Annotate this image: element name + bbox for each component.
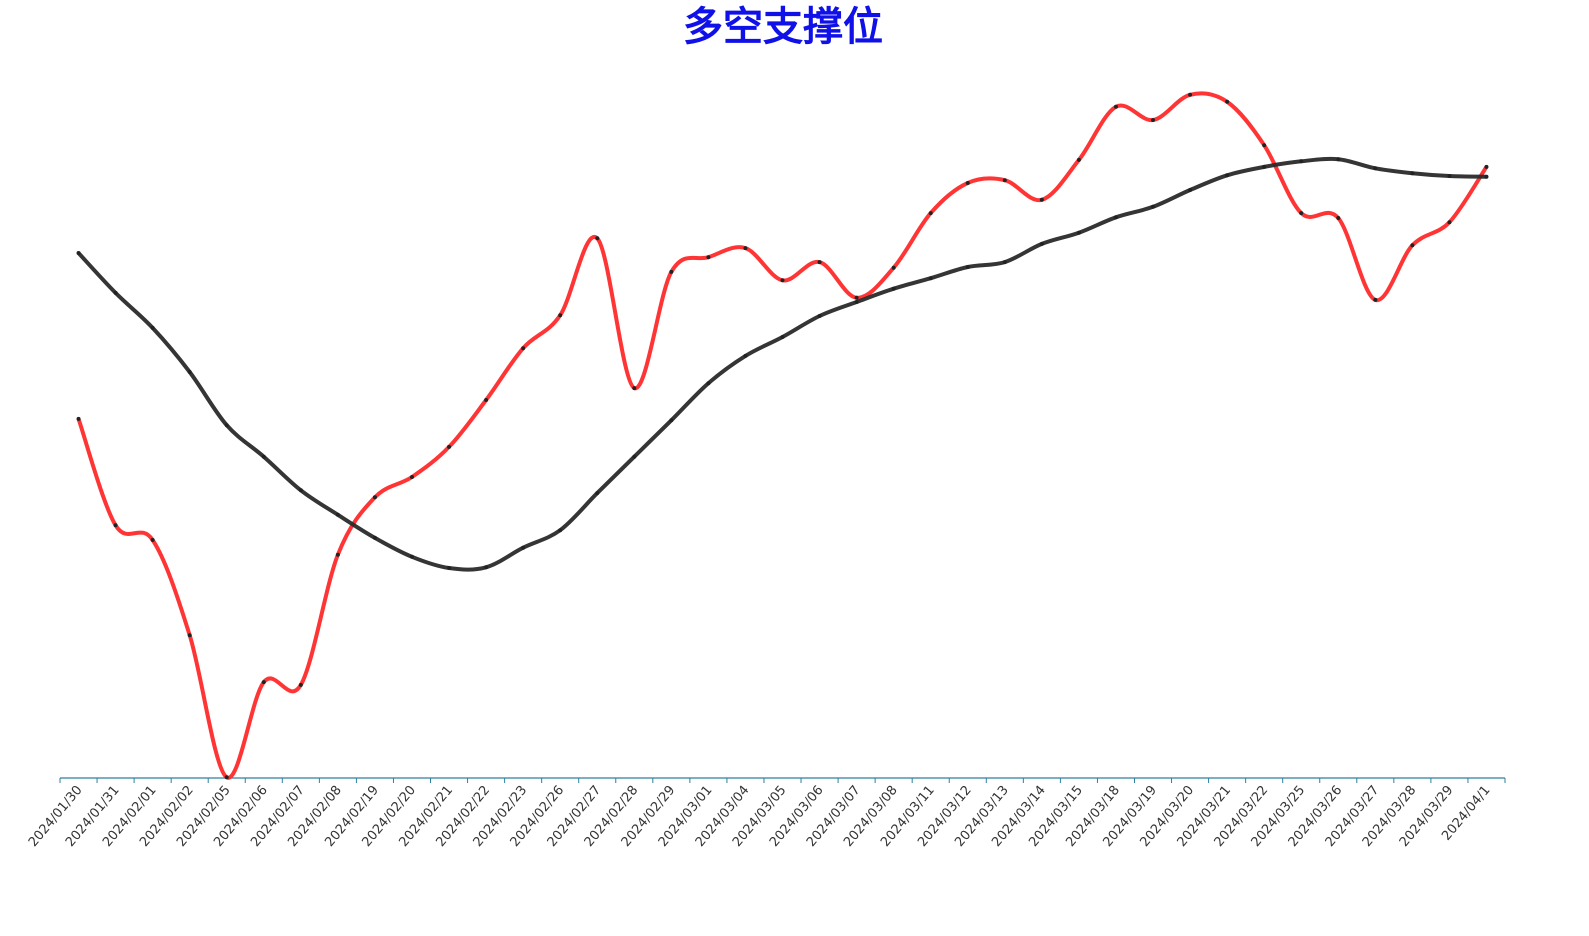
point	[298, 682, 303, 687]
point	[372, 535, 377, 540]
point	[1113, 104, 1118, 109]
point	[743, 246, 748, 251]
point	[1299, 211, 1304, 216]
point	[335, 552, 340, 557]
point	[521, 346, 526, 351]
point	[1484, 164, 1489, 169]
point	[1151, 204, 1156, 209]
point	[1225, 173, 1230, 178]
point	[1447, 174, 1452, 178]
point	[224, 423, 229, 428]
point	[891, 265, 896, 270]
point	[1076, 230, 1081, 235]
point	[780, 278, 785, 283]
point	[965, 265, 970, 269]
point	[1113, 215, 1118, 220]
point	[261, 680, 266, 685]
series-line	[76, 91, 1489, 780]
point	[928, 211, 933, 216]
point	[409, 554, 414, 559]
point	[743, 353, 748, 358]
point	[891, 286, 896, 291]
point	[1039, 241, 1044, 246]
point	[1002, 178, 1007, 183]
point	[76, 251, 81, 255]
point	[854, 300, 859, 304]
point	[1299, 159, 1304, 164]
point	[928, 276, 933, 281]
point	[817, 314, 822, 318]
point	[669, 418, 674, 423]
point	[1484, 174, 1489, 179]
point	[669, 269, 674, 274]
point	[817, 260, 822, 265]
point	[854, 295, 859, 300]
point	[1188, 92, 1193, 97]
point	[1336, 157, 1341, 162]
point	[1151, 118, 1156, 122]
point	[113, 290, 118, 295]
point	[706, 381, 711, 386]
point	[1447, 220, 1452, 225]
series-line	[77, 156, 1487, 572]
point	[1262, 164, 1267, 169]
point	[150, 538, 155, 542]
point	[1188, 188, 1193, 192]
point	[1225, 99, 1230, 104]
point	[1410, 243, 1415, 248]
point	[1410, 171, 1415, 176]
chart-title: 多空支撑位	[683, 4, 883, 50]
point	[113, 523, 118, 528]
point	[187, 633, 192, 638]
point	[1336, 216, 1341, 220]
point	[558, 313, 563, 318]
point	[595, 236, 600, 241]
point	[261, 454, 266, 459]
point	[632, 386, 637, 391]
point	[484, 565, 489, 570]
point	[780, 335, 785, 339]
point	[965, 181, 970, 185]
point	[335, 512, 340, 517]
point	[1076, 157, 1081, 162]
point	[1373, 166, 1378, 171]
point	[632, 454, 637, 459]
point	[187, 370, 192, 374]
point	[706, 255, 711, 260]
point	[484, 398, 489, 402]
point	[595, 491, 600, 496]
point	[447, 444, 452, 449]
point	[1002, 260, 1007, 265]
point	[1373, 297, 1378, 302]
point	[447, 566, 452, 570]
point	[1039, 197, 1044, 202]
point	[521, 545, 526, 550]
point	[372, 495, 377, 500]
point	[76, 416, 81, 421]
point	[298, 488, 303, 493]
point	[409, 475, 414, 479]
point	[558, 528, 563, 533]
point	[224, 775, 229, 780]
point	[150, 325, 155, 330]
point	[1262, 143, 1267, 148]
